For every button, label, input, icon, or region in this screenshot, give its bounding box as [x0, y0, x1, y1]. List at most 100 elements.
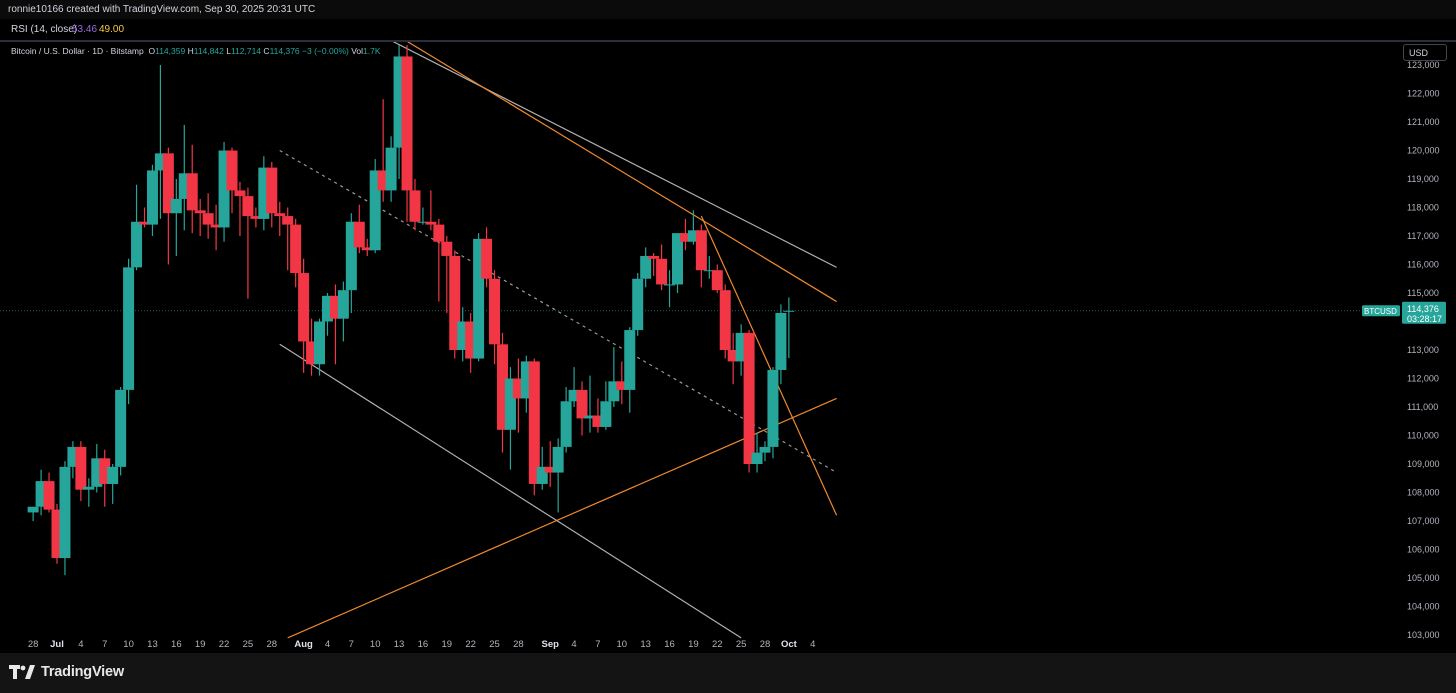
time-axis-label: 16 — [418, 639, 429, 650]
time-axis-label: 25 — [736, 639, 747, 650]
price-axis-label: 116,000 — [1407, 260, 1439, 270]
symbol-legend: Bitcoin / U.S. Dollar · 1D · Bitstamp O1… — [11, 46, 381, 56]
candle-body — [632, 278, 644, 331]
candle-body — [449, 255, 461, 350]
candle-body — [576, 389, 588, 419]
candles-layer — [27, 45, 795, 576]
price-axis-label: 103,000 — [1407, 630, 1440, 640]
time-axis-label: 22 — [219, 639, 230, 650]
close-key: C — [263, 46, 270, 56]
price-axis-label: 109,000 — [1407, 459, 1440, 469]
candle-body — [186, 173, 198, 211]
candle-body — [735, 332, 747, 362]
time-axis-label: 4 — [810, 639, 815, 650]
candle-body — [401, 56, 413, 191]
trendline-steep-orange — [700, 215, 838, 516]
open-key: O — [148, 46, 156, 56]
price-axis-label: 110,000 — [1407, 431, 1439, 441]
rsi-value-2: 49.00 — [99, 24, 125, 35]
candle-body — [226, 150, 238, 191]
price-tag-box — [1402, 301, 1446, 324]
candle-body — [425, 221, 437, 225]
high-value: 114,842 — [193, 46, 224, 56]
candle-body — [727, 350, 739, 362]
price-tag-symbol: BTCUSD — [1364, 307, 1397, 316]
time-axis-label: 16 — [664, 639, 675, 650]
candle-body — [250, 216, 262, 219]
candle-body — [751, 452, 763, 464]
candle-body — [783, 310, 795, 312]
time-axis-label: 4 — [571, 639, 576, 650]
candle-body — [67, 446, 79, 467]
time-axis-label: Aug — [294, 639, 313, 650]
time-axis-label: 7 — [349, 639, 354, 650]
tradingview-logo-icon — [9, 664, 35, 680]
volume-key: Vol — [351, 46, 364, 56]
candle-body — [274, 213, 286, 217]
candle-body — [154, 153, 166, 171]
candle-body — [131, 221, 143, 268]
candle-body — [298, 273, 310, 342]
candle-body — [75, 446, 87, 490]
time-axis-label: 22 — [465, 639, 476, 650]
candle-body — [560, 401, 572, 447]
candle-body — [242, 196, 254, 217]
candle-body — [671, 233, 683, 285]
price-tag-price: 114,376 — [1407, 304, 1439, 314]
candle-body — [314, 321, 326, 365]
candle-body — [640, 255, 652, 279]
currency-button[interactable]: USD — [1403, 44, 1447, 61]
price-axis-label: 106,000 — [1407, 545, 1440, 555]
time-axis-label: 28 — [760, 639, 771, 650]
rsi-label: RSI (14, close) — [11, 24, 78, 35]
change-value: −3 (−0.00%) — [302, 46, 349, 56]
candle-body — [377, 170, 389, 191]
candle-body — [656, 258, 668, 285]
open-value: 114,359 — [155, 46, 186, 56]
rsi-value-1: 53.46 — [72, 24, 98, 35]
candle-body — [321, 295, 333, 322]
low-key: L — [226, 46, 231, 56]
candle-body — [719, 290, 731, 350]
candle-body — [417, 221, 429, 223]
high-key: H — [187, 46, 194, 56]
candle-body — [489, 278, 501, 345]
price-chart[interactable]: 103,000 104,000 105,000 106,000 107,000 108,0… — [0, 42, 1456, 653]
price-axis-label: 122,000 — [1407, 89, 1440, 99]
candle-body — [552, 446, 564, 473]
price-axis: 103,000 104,000 105,000 106,000 107,000 108,0… — [1362, 60, 1446, 640]
price-axis-label: 113,000 — [1407, 345, 1439, 355]
time-axis-label: 10 — [617, 639, 628, 650]
symbol-name[interactable]: Bitcoin / U.S. Dollar · 1D · Bitstamp — [11, 46, 144, 56]
time-axis-label: 16 — [171, 639, 182, 650]
candle-body — [218, 150, 230, 228]
candle-body — [481, 238, 493, 279]
candle-body — [83, 486, 95, 490]
pane-separator[interactable] — [0, 40, 1456, 42]
time-axis-label: 10 — [123, 639, 134, 650]
price-axis-label: 105,000 — [1407, 573, 1440, 583]
price-axis-label: 104,000 — [1407, 602, 1440, 612]
time-axis-label: 19 — [195, 639, 206, 650]
brand-name: TradingView — [41, 664, 124, 680]
candle-body — [146, 170, 158, 225]
time-axis-label: 19 — [688, 639, 699, 650]
candle-body — [306, 341, 318, 365]
candle-body — [385, 147, 397, 191]
candle-body — [695, 230, 707, 271]
candle-body — [202, 213, 214, 225]
candle-body — [624, 330, 636, 390]
candle-body — [679, 233, 691, 242]
trendlines-layer — [0, 42, 1398, 639]
candle-body — [361, 247, 373, 251]
trendline-resistance-orange — [406, 42, 837, 303]
tradingview-logo[interactable]: TradingView — [9, 664, 124, 680]
candle-body — [27, 506, 39, 513]
candle-body — [648, 255, 660, 259]
created-by-text: ronnie10166 created with TradingView.com… — [8, 4, 316, 15]
low-value: 112,714 — [230, 46, 262, 56]
candle-body — [35, 481, 47, 507]
price-axis-label: 108,000 — [1407, 488, 1440, 498]
candle-body — [457, 321, 469, 350]
footer-bar — [0, 653, 1456, 693]
